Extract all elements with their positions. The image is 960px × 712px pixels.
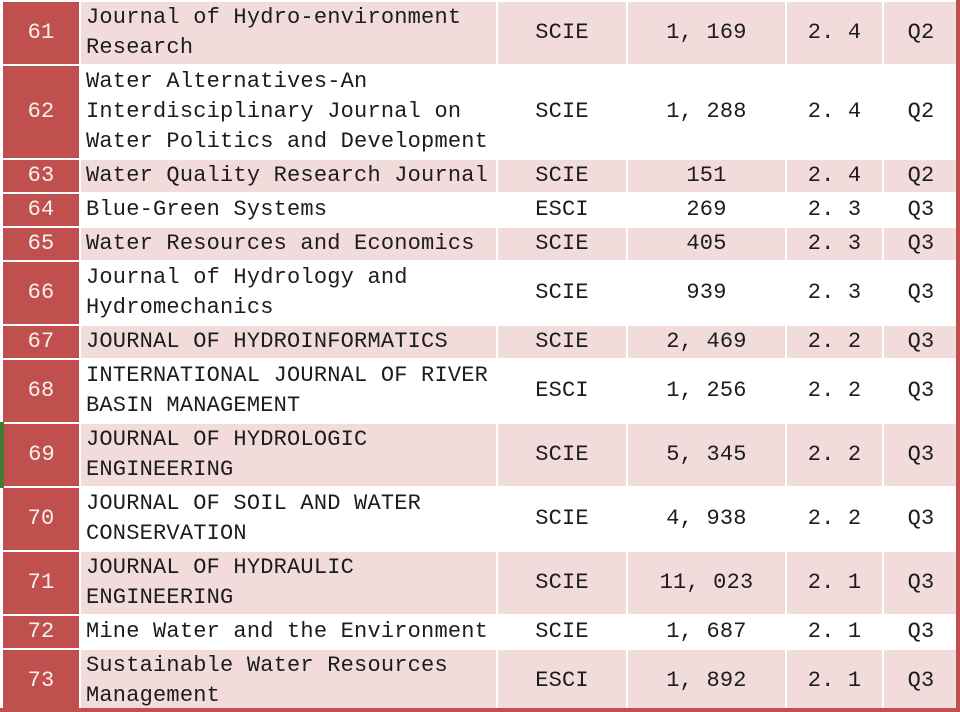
quartile-cell[interactable]: Q2 bbox=[882, 158, 960, 194]
impact-factor-cell[interactable]: 2. 1 bbox=[785, 648, 884, 712]
impact-factor-cell[interactable]: 2. 1 bbox=[785, 550, 884, 616]
table-row: 63 Water Quality Research Journal SCIE 151 2… bbox=[1, 158, 960, 194]
rank-cell[interactable]: 72 bbox=[1, 614, 81, 650]
index-type-cell[interactable]: SCIE bbox=[496, 260, 628, 326]
rank-cell[interactable]: 61 bbox=[1, 0, 81, 66]
rank-cell[interactable]: 70 bbox=[1, 486, 81, 552]
citation-count-cell[interactable]: 1, 687 bbox=[626, 614, 787, 650]
citation-count-cell[interactable]: 1, 169 bbox=[626, 0, 787, 66]
quartile-cell[interactable]: Q3 bbox=[882, 226, 960, 262]
rank-cell[interactable]: 73 bbox=[1, 648, 81, 712]
journal-name-cell[interactable]: Blue-Green Systems bbox=[79, 192, 498, 228]
table-row: 69 JOURNAL OF HYDROLOGIC ENGINEERING SCIE 5… bbox=[0, 422, 960, 488]
table-row: 71 JOURNAL OF HYDRAULIC ENGINEERING SCIE 11… bbox=[1, 550, 960, 616]
table-row: 70 JOURNAL OF SOIL AND WATER CONSERVATION… bbox=[1, 486, 960, 552]
journal-name-cell[interactable]: Water Resources and Economics bbox=[79, 226, 498, 262]
impact-factor-cell[interactable]: 2. 2 bbox=[785, 358, 884, 424]
journal-name-cell[interactable]: Journal of Hydrology and Hydromechanics bbox=[79, 260, 498, 326]
rank-cell[interactable]: 65 bbox=[1, 226, 81, 262]
quartile-cell[interactable]: Q3 bbox=[882, 260, 960, 326]
journal-name-cell[interactable]: JOURNAL OF SOIL AND WATER CONSERVATION bbox=[79, 486, 498, 552]
journal-name-cell[interactable]: Sustainable Water Resources Management bbox=[79, 648, 498, 712]
quartile-cell[interactable]: Q3 bbox=[882, 324, 960, 360]
table-row: 64 Blue-Green Systems ESCI 269 2. 3 Q3 bbox=[1, 192, 960, 228]
table-row: 61 Journal of Hydro-environment Research S… bbox=[1, 0, 960, 66]
table-row: 62 Water Alternatives-An Interdisciplinar… bbox=[1, 64, 960, 160]
journal-name-cell[interactable]: JOURNAL OF HYDROLOGIC ENGINEERING bbox=[79, 422, 498, 488]
impact-factor-cell[interactable]: 2. 2 bbox=[785, 486, 884, 552]
index-type-cell[interactable]: SCIE bbox=[496, 422, 628, 488]
rank-cell[interactable]: 63 bbox=[1, 158, 81, 194]
index-type-cell[interactable]: SCIE bbox=[496, 614, 628, 650]
quartile-cell[interactable]: Q3 bbox=[882, 422, 960, 488]
citation-count-cell[interactable]: 269 bbox=[626, 192, 787, 228]
quartile-cell[interactable]: Q3 bbox=[882, 614, 960, 650]
journal-name-cell[interactable]: Water Alternatives-An Interdisciplinary … bbox=[79, 64, 498, 160]
quartile-cell[interactable]: Q3 bbox=[882, 486, 960, 552]
impact-factor-cell[interactable]: 2. 4 bbox=[785, 158, 884, 194]
index-type-cell[interactable]: SCIE bbox=[496, 0, 628, 66]
table-row: 65 Water Resources and Economics SCIE 405 2.… bbox=[1, 226, 960, 262]
rank-cell[interactable]: 64 bbox=[1, 192, 81, 228]
journal-name-cell[interactable]: JOURNAL OF HYDROINFORMATICS bbox=[79, 324, 498, 360]
citation-count-cell[interactable]: 5, 345 bbox=[626, 422, 787, 488]
rank-cell[interactable]: 68 bbox=[1, 358, 81, 424]
index-type-cell[interactable]: ESCI bbox=[496, 192, 628, 228]
journal-name-cell[interactable]: Water Quality Research Journal bbox=[79, 158, 498, 194]
rank-cell[interactable]: 66 bbox=[1, 260, 81, 326]
citation-count-cell[interactable]: 151 bbox=[626, 158, 787, 194]
index-type-cell[interactable]: SCIE bbox=[496, 158, 628, 194]
impact-factor-cell[interactable]: 2. 1 bbox=[785, 614, 884, 650]
journal-name-cell[interactable]: JOURNAL OF HYDRAULIC ENGINEERING bbox=[79, 550, 498, 616]
quartile-cell[interactable]: Q3 bbox=[882, 192, 960, 228]
table-row: 73 Sustainable Water Resources Management… bbox=[1, 648, 960, 712]
impact-factor-cell[interactable]: 2. 3 bbox=[785, 192, 884, 228]
table-row: 67 JOURNAL OF HYDROINFORMATICS SCIE 2, 469 2… bbox=[1, 324, 960, 360]
journal-name-cell[interactable]: Mine Water and the Environment bbox=[79, 614, 498, 650]
table-row: 68 INTERNATIONAL JOURNAL OF RIVER BASIN M… bbox=[1, 358, 960, 424]
rank-cell[interactable]: 67 bbox=[1, 324, 81, 360]
impact-factor-cell[interactable]: 2. 2 bbox=[785, 324, 884, 360]
table-row: 72 Mine Water and the Environment SCIE 1, 6… bbox=[1, 614, 960, 650]
quartile-cell[interactable]: Q2 bbox=[882, 64, 960, 160]
index-type-cell[interactable]: SCIE bbox=[496, 64, 628, 160]
adjacent-red-cell-edge-right bbox=[956, 0, 960, 712]
citation-count-cell[interactable]: 4, 938 bbox=[626, 486, 787, 552]
citation-count-cell[interactable]: 939 bbox=[626, 260, 787, 326]
quartile-cell[interactable]: Q3 bbox=[882, 550, 960, 616]
citation-count-cell[interactable]: 1, 288 bbox=[626, 64, 787, 160]
adjacent-red-row-edge-bottom bbox=[0, 708, 960, 712]
citation-count-cell[interactable]: 11, 023 bbox=[626, 550, 787, 616]
citation-count-cell[interactable]: 405 bbox=[626, 226, 787, 262]
citation-count-cell[interactable]: 1, 892 bbox=[626, 648, 787, 712]
journal-name-cell[interactable]: Journal of Hydro-environment Research bbox=[79, 0, 498, 66]
impact-factor-cell[interactable]: 2. 3 bbox=[785, 260, 884, 326]
index-type-cell[interactable]: SCIE bbox=[496, 486, 628, 552]
index-type-cell[interactable]: SCIE bbox=[496, 550, 628, 616]
index-type-cell[interactable]: ESCI bbox=[496, 648, 628, 712]
index-type-cell[interactable]: SCIE bbox=[496, 226, 628, 262]
table-row: 66 Journal of Hydrology and Hydromechanic… bbox=[1, 260, 960, 326]
rank-cell[interactable]: 62 bbox=[1, 64, 81, 160]
index-type-cell[interactable]: SCIE bbox=[496, 324, 628, 360]
rank-cell[interactable]: 69 bbox=[0, 422, 81, 488]
impact-factor-cell[interactable]: 2. 4 bbox=[785, 64, 884, 160]
journal-name-cell[interactable]: INTERNATIONAL JOURNAL OF RIVER BASIN MAN… bbox=[79, 358, 498, 424]
index-type-cell[interactable]: ESCI bbox=[496, 358, 628, 424]
citation-count-cell[interactable]: 2, 469 bbox=[626, 324, 787, 360]
impact-factor-cell[interactable]: 2. 3 bbox=[785, 226, 884, 262]
quartile-cell[interactable]: Q3 bbox=[882, 358, 960, 424]
impact-factor-cell[interactable]: 2. 4 bbox=[785, 0, 884, 66]
quartile-cell[interactable]: Q3 bbox=[882, 648, 960, 712]
impact-factor-cell[interactable]: 2. 2 bbox=[785, 422, 884, 488]
rank-cell[interactable]: 71 bbox=[1, 550, 81, 616]
citation-count-cell[interactable]: 1, 256 bbox=[626, 358, 787, 424]
quartile-cell[interactable]: Q2 bbox=[882, 0, 960, 66]
